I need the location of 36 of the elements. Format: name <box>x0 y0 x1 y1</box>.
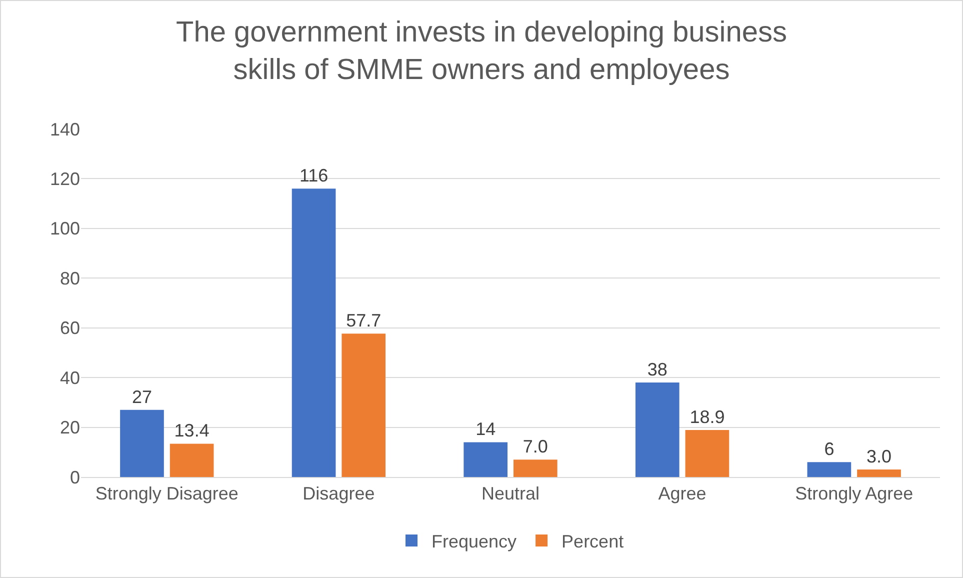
legend-label: Percent <box>562 531 624 552</box>
x-tick-label: Disagree <box>302 484 375 504</box>
bar <box>292 188 336 477</box>
bar <box>120 410 164 477</box>
y-tick-label: 120 <box>50 169 80 190</box>
x-tick-label: Neutral <box>481 484 540 504</box>
data-label: 13.4 <box>174 420 210 441</box>
data-label: 6 <box>824 439 834 460</box>
bar <box>513 460 558 477</box>
data-label: 7.0 <box>522 436 548 457</box>
legend-label: Frequency <box>432 531 517 552</box>
y-tick-label: 0 <box>70 467 80 488</box>
bar <box>170 444 214 477</box>
bar <box>342 334 386 477</box>
bar <box>464 442 508 477</box>
data-label: 38 <box>647 360 668 380</box>
y-tick-label: 20 <box>60 418 80 438</box>
bar <box>685 430 730 477</box>
data-label: 18.9 <box>690 407 725 428</box>
data-label: 27 <box>132 386 152 407</box>
y-tick-label: 80 <box>60 268 80 288</box>
data-label: 116 <box>299 166 328 186</box>
x-tick-label: Agree <box>658 484 706 504</box>
data-label: 57.7 <box>346 310 382 331</box>
bar <box>635 382 680 477</box>
data-label: 14 <box>476 419 496 440</box>
x-tick-label: Strongly Agree <box>795 484 914 504</box>
chart-title: The government invests in developing business skills of SMME owners and employees <box>176 16 787 86</box>
bar <box>857 470 901 477</box>
data-label: 3.0 <box>866 446 892 467</box>
x-tick-label: Strongly Disagree <box>95 484 238 504</box>
y-tick-label: 140 <box>50 119 80 140</box>
y-tick-label: 40 <box>60 368 80 388</box>
bar <box>807 462 852 477</box>
y-tick-label: 100 <box>50 218 80 239</box>
y-tick-label: 60 <box>60 318 80 338</box>
